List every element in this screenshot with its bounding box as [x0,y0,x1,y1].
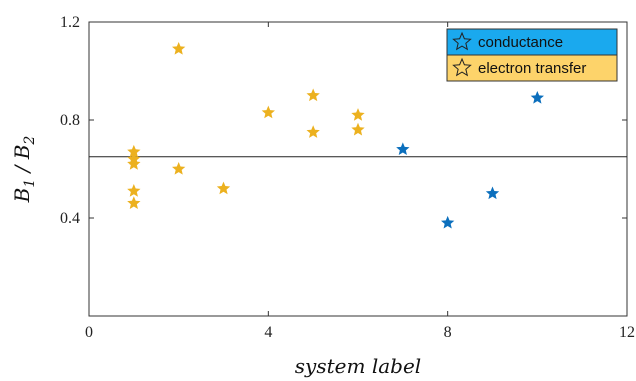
data-point-electron-transfer [216,181,231,195]
data-point-electron-transfer [351,108,365,121]
x-tick-label: 4 [264,324,272,341]
data-point-electron-transfer [127,196,141,209]
legend-icons [452,31,472,77]
x-tick-label: 0 [85,324,93,341]
data-point-electron-transfer [261,105,275,119]
data-point-conductance [485,186,500,200]
x-axis-label: system label [295,354,421,378]
y-tick-label: 0.8 [60,112,80,129]
data-point-conductance [396,142,410,156]
y-tick-labels: 0.4 0.8 1.2 [60,14,80,227]
legend-label-conductance: conductance [478,34,563,51]
y-tick-label: 1.2 [60,14,80,31]
y-axis-label: B1 / B2 [10,136,38,204]
data-point-conductance [441,215,455,229]
tick-marks [88,21,628,316]
x-tick-label: 8 [444,324,452,341]
x-tick-labels: 0 4 8 12 [85,324,635,341]
legend: conductance electron transfer [446,28,618,82]
data-point-electron-transfer [306,88,320,102]
data-point-electron-transfer [127,157,141,170]
star-icon [452,57,472,77]
legend-entry-conductance-bg [446,28,618,56]
legend-label-electron-transfer: electron transfer [478,60,586,77]
data-point-electron-transfer [127,184,141,197]
data-point-electron-transfer [351,122,365,136]
legend-entry-electron-transfer-bg [446,54,618,82]
y-tick-label: 0.4 [60,210,80,227]
data-points [127,41,544,229]
data-point-electron-transfer [172,41,186,55]
data-point-conductance [530,90,544,104]
data-point-electron-transfer [172,162,186,175]
star-icon [452,31,472,51]
x-tick-label: 12 [619,324,635,341]
data-point-electron-transfer [127,144,141,158]
data-point-electron-transfer [306,125,320,138]
